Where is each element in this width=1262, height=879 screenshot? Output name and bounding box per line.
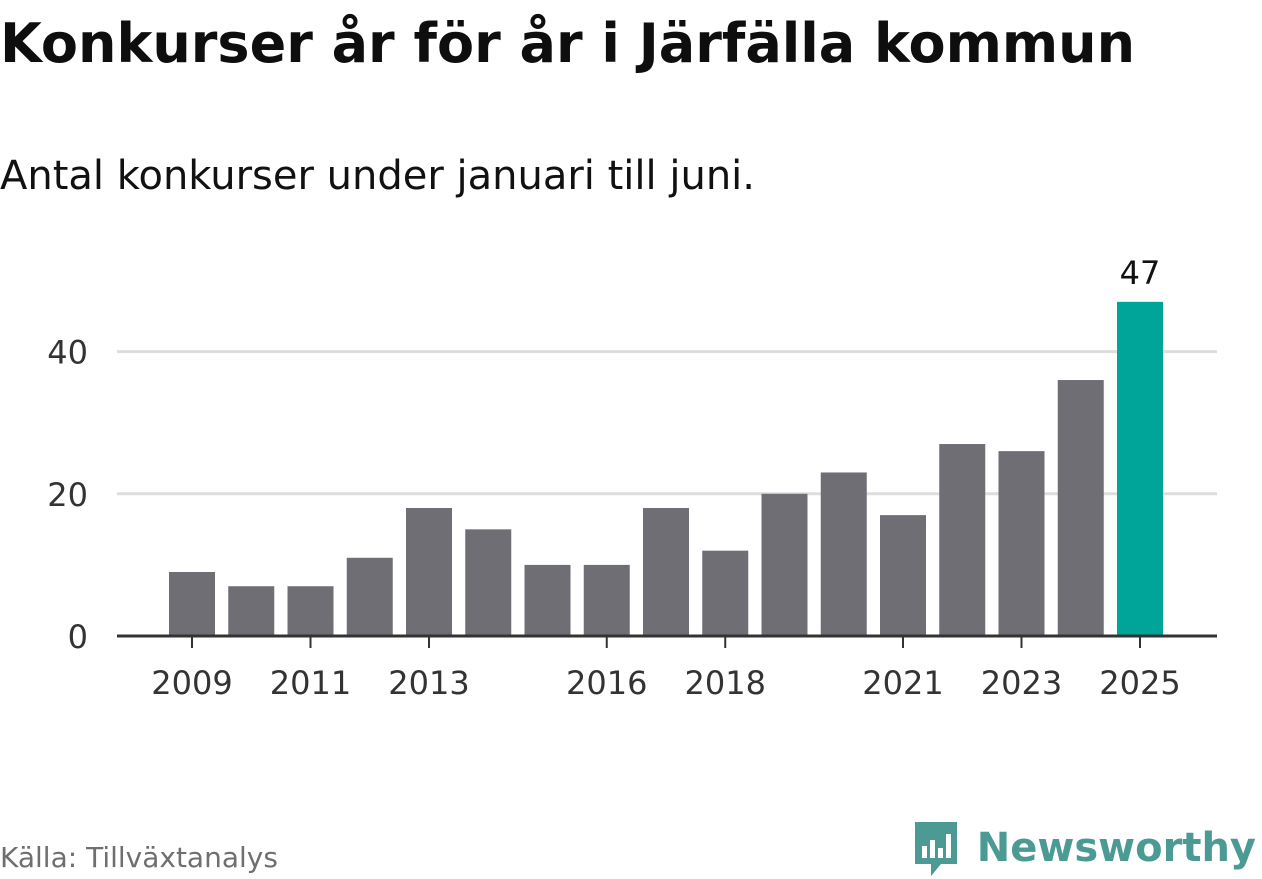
bar — [880, 515, 926, 636]
bar — [939, 444, 986, 636]
chart-title: Konkurser år för år i Järfälla kommun — [0, 12, 1136, 75]
bar — [761, 493, 808, 636]
brand-name: Newsworthy — [976, 825, 1256, 871]
data-label: 47 — [1120, 254, 1161, 292]
x-tick-label: 2021 — [862, 664, 943, 702]
newsworthy-logo-icon — [914, 822, 957, 876]
bar — [820, 472, 867, 636]
bar — [702, 550, 749, 636]
y-tick-label: 0 — [68, 618, 88, 656]
bar — [287, 586, 334, 636]
bar — [1117, 301, 1163, 636]
bar — [1057, 380, 1104, 636]
bar — [406, 508, 452, 636]
x-tick-label: 2009 — [151, 664, 232, 702]
x-tick-label: 2011 — [270, 664, 351, 702]
bar — [583, 564, 630, 636]
chart-subtitle: Antal konkurser under januari till juni. — [0, 153, 755, 199]
x-tick-label: 2018 — [685, 664, 766, 702]
bar-chart: 0 20 40 2009 2011 2013 2016 2018 2021 2023 2025 47 — [47, 254, 1217, 702]
bar — [169, 572, 215, 636]
source-note: Källa: Tillväxtanalys — [0, 841, 278, 874]
bar — [346, 557, 393, 636]
bar — [465, 529, 512, 636]
x-tick-label: 2023 — [981, 664, 1062, 702]
newsworthy-brand: Newsworthy — [911, 818, 1256, 878]
bar — [643, 508, 689, 636]
x-tick-label: 2013 — [388, 664, 469, 702]
y-tick-label: 20 — [47, 476, 88, 514]
bar — [524, 564, 571, 636]
bar — [998, 451, 1045, 636]
bar — [228, 586, 275, 636]
y-tick-label: 40 — [47, 334, 88, 372]
x-tick-label: 2016 — [566, 664, 647, 702]
x-tick-label: 2025 — [1099, 664, 1180, 702]
